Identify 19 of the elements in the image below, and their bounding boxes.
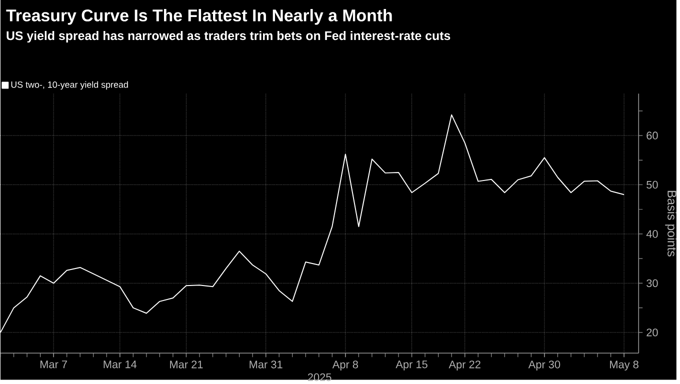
- x-axis-title: 2025: [308, 373, 332, 381]
- y-tick-label: 50: [646, 180, 658, 188]
- x-tick-label: Apr 30: [528, 360, 560, 370]
- x-tick-label: Mar 7: [40, 360, 67, 368]
- chart-subtitle: US yield spread has narrowed as traders trim bets on Fed interest-rate cuts: [6, 30, 450, 42]
- y-tick-label: 40: [646, 230, 658, 238]
- x-tick-label: Mar 21: [170, 360, 203, 368]
- x-tick-label: Apr 15: [396, 360, 428, 370]
- y-tick-label: 20: [646, 328, 658, 336]
- x-tick-label: Mar 14: [104, 360, 137, 368]
- y-tick-label: 60: [646, 131, 658, 140]
- x-tick-label: May 8: [610, 360, 638, 370]
- legend-label: US two-, 10-year yield spread: [11, 81, 128, 90]
- x-tick-label: Apr 22: [448, 360, 480, 370]
- x-tick-label: Apr 8: [332, 360, 358, 370]
- y-tick-label: 30: [646, 279, 658, 287]
- chart-title: Treasury Curve Is The Flattest In Nearly a Month: [6, 8, 392, 25]
- y-axis-title: Basis points: [665, 190, 677, 256]
- x-tick-label: Mar 31: [250, 360, 282, 368]
